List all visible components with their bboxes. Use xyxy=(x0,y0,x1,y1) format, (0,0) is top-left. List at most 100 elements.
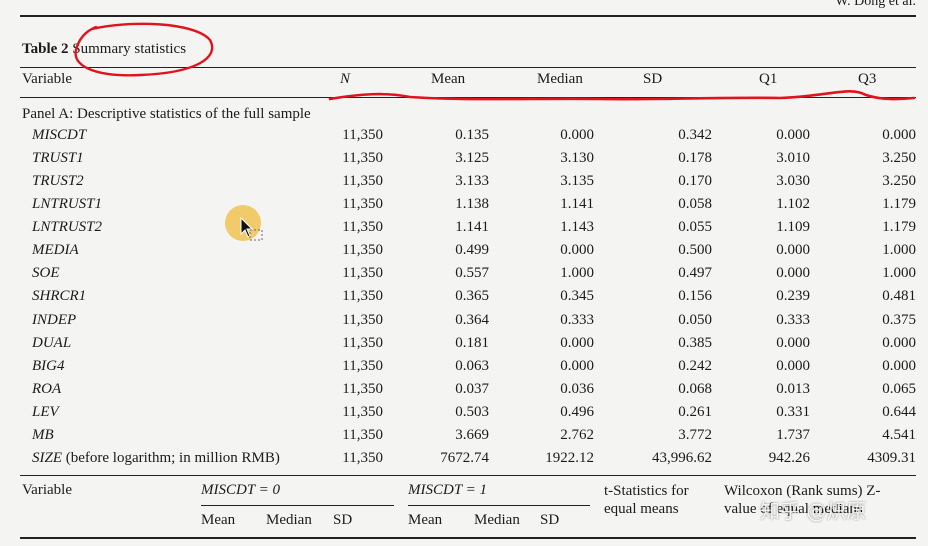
sd-value: 0.242 xyxy=(678,358,712,374)
variable-name: LNTRUST2 xyxy=(32,219,102,236)
q1-value: 3.010 xyxy=(776,150,810,166)
variable-name: ROA xyxy=(32,381,61,398)
n-value: 11,350 xyxy=(342,127,383,143)
table-row: TRUST1 11,350 3.125 3.130 0.178 3.010 3.250 xyxy=(0,150,928,173)
q3-value: 0.000 xyxy=(882,358,916,374)
median-value: 1.000 xyxy=(560,265,594,281)
sd-value: 0.055 xyxy=(678,219,712,235)
variable-name: MB xyxy=(32,427,54,444)
mean-value: 0.063 xyxy=(455,358,489,374)
mean-value: 3.669 xyxy=(455,427,489,443)
n-value: 11,350 xyxy=(342,150,383,166)
variable-symbol: TRUST2 xyxy=(32,173,84,189)
sd-value: 0.178 xyxy=(678,150,712,166)
q1-value: 1.102 xyxy=(776,196,810,212)
panel-b-group1-header: MISCDT = 1 xyxy=(408,482,488,498)
variable-symbol: SIZE xyxy=(32,450,62,466)
variable-name: MISCDT xyxy=(32,127,86,144)
q1-value: 1.737 xyxy=(776,427,810,443)
table-row: LEV 11,350 0.503 0.496 0.261 0.331 0.644 xyxy=(0,404,928,427)
q3-value: 1.000 xyxy=(882,265,916,281)
variable-symbol: LEV xyxy=(32,404,59,420)
q3-value: 0.000 xyxy=(882,127,916,143)
table-row: LNTRUST2 11,350 1.141 1.143 0.055 1.109 1.179 xyxy=(0,219,928,242)
g0-sub-mean: Mean xyxy=(201,512,236,528)
q3-value: 0.065 xyxy=(882,381,916,397)
median-value: 0.000 xyxy=(560,358,594,374)
q1-value: 3.030 xyxy=(776,173,810,189)
median-value: 0.345 xyxy=(560,288,594,304)
sd-value: 0.170 xyxy=(678,173,712,189)
g1-sub-sd: SD xyxy=(540,512,560,528)
col-header-variable: Variable xyxy=(22,71,72,87)
g1-sub-mean: Mean xyxy=(408,512,443,528)
median-value: 3.130 xyxy=(560,150,594,166)
variable-symbol: BIG4 xyxy=(32,358,65,374)
mean-value: 0.365 xyxy=(455,288,489,304)
q3-value: 1.179 xyxy=(882,219,916,235)
n-value: 11,350 xyxy=(342,404,383,420)
mean-value: 0.499 xyxy=(455,242,489,258)
sd-value: 0.050 xyxy=(678,312,712,328)
mean-value: 0.181 xyxy=(455,335,489,351)
q1-value: 942.26 xyxy=(768,450,810,466)
q3-value: 0.481 xyxy=(882,288,916,304)
sd-value: 43,996.62 xyxy=(652,450,712,466)
col-header-sd: SD xyxy=(643,71,663,87)
variable-symbol: MEDIA xyxy=(32,242,79,258)
sd-value: 0.385 xyxy=(678,335,712,351)
variable-symbol: INDEP xyxy=(32,312,77,328)
q1-value: 0.000 xyxy=(776,265,810,281)
panel-b-top-rule xyxy=(20,475,916,476)
variable-symbol: SOE xyxy=(32,265,60,281)
mean-value: 0.135 xyxy=(455,127,489,143)
panel-a-title: Panel A: Descriptive statistics of the f… xyxy=(22,106,311,122)
median-value: 0.000 xyxy=(560,335,594,351)
median-value: 0.000 xyxy=(560,242,594,258)
variable-symbol: TRUST1 xyxy=(32,150,84,166)
table-row: TRUST2 11,350 3.133 3.135 0.170 3.030 3.250 xyxy=(0,173,928,196)
panel-b-group0-header: MISCDT = 0 xyxy=(201,482,281,498)
variable-name: TRUST1 xyxy=(32,150,84,167)
mean-value: 3.125 xyxy=(455,150,489,166)
sd-value: 0.497 xyxy=(678,265,712,281)
q3-value: 0.644 xyxy=(882,404,916,420)
table-row: LNTRUST1 11,350 1.138 1.141 0.058 1.102 1.179 xyxy=(0,196,928,219)
mean-value: 1.141 xyxy=(455,219,489,235)
variable-name: TRUST2 xyxy=(32,173,84,190)
n-value: 11,350 xyxy=(342,196,383,212)
table-title: Summary statistics xyxy=(72,41,187,57)
variable-symbol: LNTRUST2 xyxy=(32,219,103,235)
n-value: 11,350 xyxy=(342,219,383,235)
variable-symbol: DUAL xyxy=(32,335,72,351)
median-value: 0.496 xyxy=(560,404,594,420)
table-label: Table 2 xyxy=(22,41,69,57)
sd-value: 0.068 xyxy=(678,381,712,397)
table-row: SHRCR1 11,350 0.365 0.345 0.156 0.239 0.481 xyxy=(0,288,928,311)
col-header-mean: Mean xyxy=(431,71,466,87)
header-underline-annotation xyxy=(328,90,916,101)
variable-name: SIZE (before logarithm; in million RMB) xyxy=(32,450,280,467)
table-row: MEDIA 11,350 0.499 0.000 0.500 0.000 1.000 xyxy=(0,242,928,265)
mean-value: 0.364 xyxy=(455,312,489,328)
n-value: 11,350 xyxy=(342,242,383,258)
n-value: 11,350 xyxy=(342,173,383,189)
q3-value: 4.541 xyxy=(882,427,916,443)
mean-value: 0.037 xyxy=(455,381,489,397)
q1-value: 0.000 xyxy=(776,335,810,351)
variable-symbol: ROA xyxy=(32,381,62,397)
g1-sub-median: Median xyxy=(474,512,520,528)
table-row: SOE 11,350 0.557 1.000 0.497 0.000 1.000 xyxy=(0,265,928,288)
q3-value: 0.000 xyxy=(882,335,916,351)
col-header-median: Median xyxy=(537,71,583,87)
q1-value: 1.109 xyxy=(776,219,810,235)
variable-name: BIG4 xyxy=(32,358,65,375)
mean-value: 0.557 xyxy=(455,265,489,281)
variable-name: LEV xyxy=(32,404,59,421)
table-row: ROA 11,350 0.037 0.036 0.068 0.013 0.065 xyxy=(0,381,928,404)
table-row: MISCDT 11,350 0.135 0.000 0.342 0.000 0.000 xyxy=(0,127,928,150)
header-bottom-rule xyxy=(20,97,916,98)
table-row: BIG4 11,350 0.063 0.000 0.242 0.000 0.000 xyxy=(0,358,928,381)
mean-value: 0.503 xyxy=(455,404,489,420)
